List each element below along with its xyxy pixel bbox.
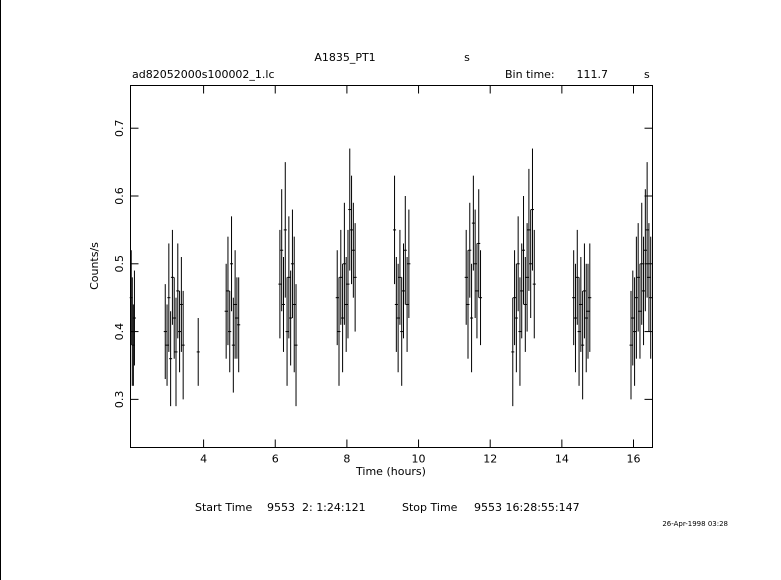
x-tick-label: 14 — [555, 453, 569, 466]
subtitle: ad82052000s100002_1.lc — [132, 68, 275, 81]
y-tick-label: 0.3 — [113, 391, 126, 409]
y-tick-label: 0.7 — [113, 119, 126, 137]
bin-time-unit: s — [644, 68, 650, 81]
y-tick-label: 0.6 — [113, 187, 126, 205]
y-tick-label: 0.4 — [113, 323, 126, 341]
start-value: 9553 2: 1:24:121 — [267, 501, 366, 514]
bin-time: 111.7 — [577, 68, 609, 81]
x-tick-label: 6 — [272, 453, 279, 466]
y-axis-label: Counts/s — [88, 242, 101, 290]
y-tick-label: 0.5 — [113, 255, 126, 273]
stop-label: Stop Time — [402, 501, 458, 514]
plot-frame — [130, 85, 653, 448]
chart-title: A1835_PT1 — [314, 51, 375, 64]
x-tick-label: 10 — [412, 453, 426, 466]
title-unit: s — [464, 51, 470, 64]
bin-time-label: Bin time: — [505, 68, 555, 81]
x-tick-label: 8 — [343, 453, 350, 466]
x-tick-label: 12 — [483, 453, 497, 466]
date: 26-Apr-1998 03:28 — [662, 520, 728, 528]
stop-value: 9553 16:28:55:147 — [474, 501, 580, 514]
x-tick-label: 4 — [200, 453, 207, 466]
start-label: Start Time — [195, 501, 253, 514]
x-tick-label: 16 — [627, 453, 641, 466]
x-axis-label: Time (hours) — [355, 465, 426, 478]
